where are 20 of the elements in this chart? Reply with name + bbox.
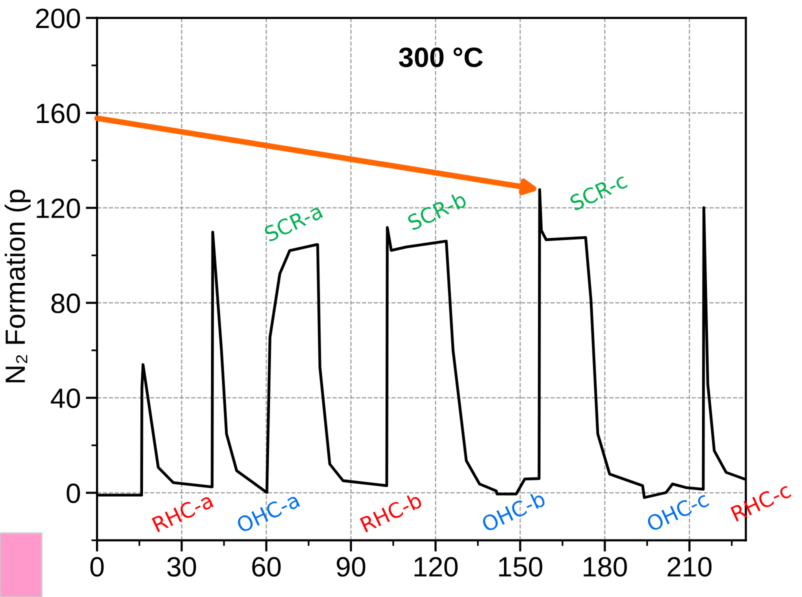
y-tick-label: 120 bbox=[36, 198, 80, 218]
x-tick-label: 30 bbox=[167, 556, 196, 577]
x-tick-label: 90 bbox=[336, 556, 366, 577]
annotation: SCR-c bbox=[569, 172, 628, 212]
y-tick-label: 0 bbox=[66, 483, 80, 504]
x-tick-label: 60 bbox=[252, 556, 281, 577]
y-tick-label: 160 bbox=[36, 104, 80, 124]
y-axis-title: N₂ Formation (p bbox=[4, 190, 31, 382]
annotation: OHC-a bbox=[236, 492, 300, 534]
annotation: SCR-a bbox=[263, 203, 324, 242]
x-tick-label: 180 bbox=[584, 556, 627, 577]
x-tick-label: 0 bbox=[90, 556, 104, 577]
annotation: OHC-c bbox=[646, 491, 710, 532]
y-tick-label: 80 bbox=[51, 294, 80, 314]
text: 300 °C bbox=[398, 47, 483, 68]
y-tick-label: 40 bbox=[50, 388, 80, 408]
y-tick-label: 200 bbox=[36, 8, 80, 28]
x-tick-label: 150 bbox=[499, 556, 542, 577]
x-tick-label: 120 bbox=[414, 556, 458, 577]
x-tick-label: 210 bbox=[668, 556, 712, 577]
